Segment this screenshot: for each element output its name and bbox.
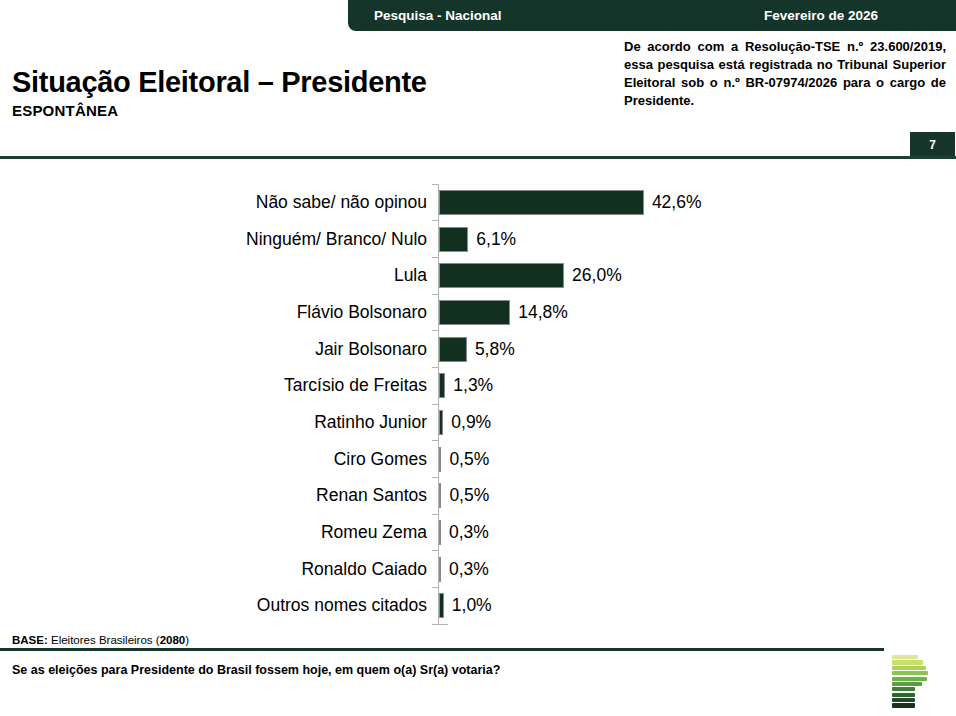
logo-bar <box>892 677 927 681</box>
bar-area: 0,3% <box>438 551 956 588</box>
bar-area: 26,0% <box>438 257 956 294</box>
bar <box>439 447 441 472</box>
chart-row: Renan Santos 0,5% <box>0 478 956 515</box>
logo-bar <box>892 698 915 702</box>
logo-bar <box>892 703 915 707</box>
category-label: Não sabe/ não opinou <box>0 192 438 213</box>
category-label: Lula <box>0 265 438 286</box>
bar <box>439 593 444 618</box>
footer-divider-line <box>0 648 884 651</box>
value-label: 0,9% <box>451 412 491 433</box>
category-label: Jair Bolsonaro <box>0 339 438 360</box>
survey-question-text: Se as eleições para Presidente do Brasil… <box>12 663 500 677</box>
bar <box>439 300 510 325</box>
value-label: 6,1% <box>476 229 516 250</box>
bar-area: 0,5% <box>438 441 956 478</box>
page-subtitle: ESPONTÂNEA <box>12 102 427 119</box>
chart-row: Ratinho Junior 0,9% <box>0 404 956 441</box>
bar-area: 1,3% <box>438 367 956 404</box>
bar-area: 0,5% <box>438 478 956 515</box>
value-label: 0,5% <box>449 485 489 506</box>
value-label: 0,3% <box>449 559 489 580</box>
base-label: BASE: <box>12 634 48 646</box>
category-label: Flávio Bolsonaro <box>0 302 438 323</box>
logo-bar <box>892 671 928 675</box>
value-label: 1,3% <box>453 375 493 396</box>
chart-row: Romeu Zema 0,3% <box>0 514 956 551</box>
value-label: 42,6% <box>652 192 702 213</box>
page-number-badge: 7 <box>910 132 955 158</box>
logo-bar <box>892 666 926 670</box>
bar <box>439 263 564 288</box>
logo-bar <box>892 682 922 686</box>
category-label: Romeu Zema <box>0 522 438 543</box>
title-block: Situação Eleitoral – Presidente ESPONTÂN… <box>12 66 427 119</box>
bar <box>439 373 445 398</box>
base-note: BASE: Eleitores Brasileiros (2080) <box>12 634 189 646</box>
page-title: Situação Eleitoral – Presidente <box>12 66 427 99</box>
category-label: Tarcísio de Freitas <box>0 375 438 396</box>
chart-row: Outros nomes citados 1,0% <box>0 588 956 625</box>
value-label: 14,8% <box>518 302 568 323</box>
stacked-green-bars-logo <box>892 655 928 708</box>
tse-disclaimer-text: De acordo com a Resolução-TSE n.º 23.600… <box>624 38 946 110</box>
value-label: 0,5% <box>449 449 489 470</box>
chart-row: Ronaldo Caiado 0,3% <box>0 551 956 588</box>
logo-bar <box>892 655 918 659</box>
bar-area: 42,6% <box>438 184 956 221</box>
category-label: Renan Santos <box>0 485 438 506</box>
category-label: Ratinho Junior <box>0 412 438 433</box>
chart-row: Não sabe/ não opinou 42,6% <box>0 184 956 221</box>
bar <box>439 190 644 215</box>
chart-row: Jair Bolsonaro 5,8% <box>0 331 956 368</box>
chart-row: Ciro Gomes 0,5% <box>0 441 956 478</box>
bar-area: 1,0% <box>438 588 956 625</box>
chart-row: Flávio Bolsonaro 14,8% <box>0 294 956 331</box>
bar-area: 5,8% <box>438 331 956 368</box>
chart-row: Lula 26,0% <box>0 257 956 294</box>
bar-area: 0,9% <box>438 404 956 441</box>
bar <box>439 410 443 435</box>
category-label: Ciro Gomes <box>0 449 438 470</box>
header-bar: Pesquisa - Nacional Fevereiro de 2026 <box>348 0 956 31</box>
value-label: 1,0% <box>452 595 492 616</box>
value-label: 5,8% <box>475 339 515 360</box>
title-divider-line <box>0 156 956 159</box>
base-count: 2080 <box>160 634 186 646</box>
category-label: Ninguém/ Branco/ Nulo <box>0 229 438 250</box>
bar <box>439 520 441 545</box>
category-label: Ronaldo Caiado <box>0 559 438 580</box>
base-text: Eleitores Brasileiros ( <box>48 634 160 646</box>
bar <box>439 227 468 252</box>
header-survey-label: Pesquisa - Nacional <box>374 8 502 23</box>
base-suffix: ) <box>185 634 189 646</box>
category-label: Outros nomes citados <box>0 595 438 616</box>
value-label: 0,3% <box>449 522 489 543</box>
bar-area: 6,1% <box>438 221 956 258</box>
bar <box>439 557 441 582</box>
header-date-label: Fevereiro de 2026 <box>764 8 878 23</box>
value-label: 26,0% <box>572 265 622 286</box>
bar <box>439 483 441 508</box>
bar-area: 0,3% <box>438 514 956 551</box>
bar <box>439 337 467 362</box>
chart-row: Ninguém/ Branco/ Nulo 6,1% <box>0 221 956 258</box>
logo-bar <box>892 687 915 691</box>
logo-bar <box>892 660 923 664</box>
bar-chart: Não sabe/ não opinou 42,6% Ninguém/ Branco… <box>0 184 956 624</box>
chart-row: Tarcísio de Freitas 1,3% <box>0 367 956 404</box>
logo-bar <box>892 693 915 697</box>
bar-area: 14,8% <box>438 294 956 331</box>
